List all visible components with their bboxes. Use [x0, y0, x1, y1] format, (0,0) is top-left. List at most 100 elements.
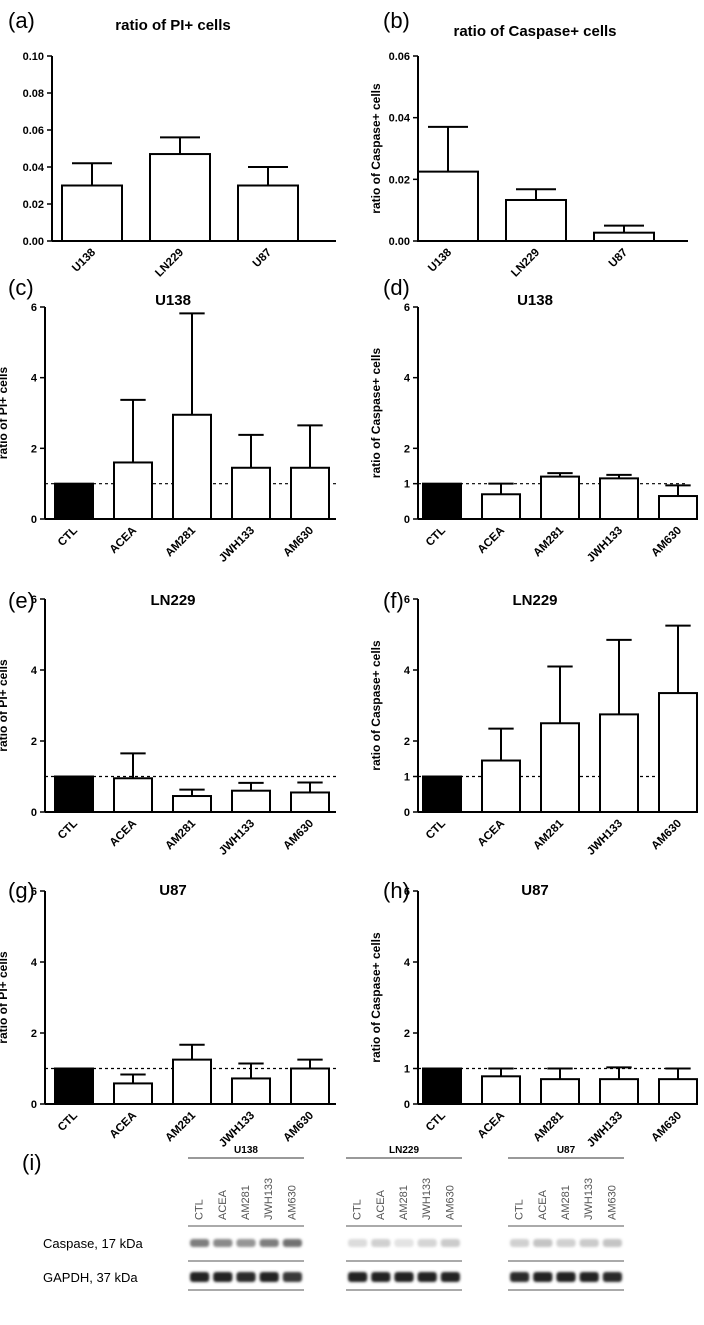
blot-band [602, 1239, 622, 1247]
bar [113, 1082, 153, 1106]
y-tick-label: 0 [31, 514, 37, 526]
y-tick-label: 4 [404, 665, 411, 677]
bar [231, 466, 271, 520]
category-label: U138 [70, 246, 98, 274]
blot-band [259, 1272, 279, 1282]
category-label: ACEA [108, 818, 140, 850]
y-tick-label: 2 [31, 443, 37, 455]
chart-panel-f: (f) LN229 ratio of Caspase+ cells 0 1 2 4 6 CTL A… [369, 588, 698, 858]
bar [149, 153, 211, 242]
blot-group-label: U138 [234, 1145, 258, 1156]
y-tick-label: 0 [404, 514, 410, 526]
category-label: CTL [424, 525, 448, 549]
y-axis-label: ratio of Caspase+ cells [369, 640, 383, 771]
y-tick-label: 2 [31, 1028, 37, 1040]
panel-label: (i) [22, 1150, 42, 1175]
chart-title: U87 [521, 882, 549, 899]
category-label: CTL [424, 818, 448, 842]
bar [172, 795, 212, 814]
blot-row-label: Caspase, 17 kDa [43, 1236, 143, 1251]
bar [422, 482, 462, 520]
bar [593, 231, 655, 243]
blot-lane-label: JWH133 [583, 1178, 595, 1220]
category-label: AM630 [281, 525, 316, 560]
y-tick-label: 0 [404, 1099, 410, 1111]
category-label: U87 [251, 247, 274, 270]
y-axis-label: ratio of Caspase+ cells [369, 932, 383, 1063]
bar [599, 1078, 639, 1106]
category-label: AM281 [163, 1109, 198, 1144]
blot-band [602, 1272, 622, 1282]
blot-lane-label: CTL [514, 1199, 526, 1220]
category-label: JWH133 [217, 1110, 257, 1150]
blot-lane-label: ACEA [537, 1189, 549, 1220]
blot-lane-label: AM630 [606, 1185, 618, 1220]
bar [599, 713, 639, 813]
category-label: CTL [56, 525, 80, 549]
category-label: CTL [56, 1110, 80, 1134]
bar [540, 722, 580, 813]
blot-lane-label: AM630 [444, 1185, 456, 1220]
blot-lane-label: AM281 [560, 1185, 572, 1220]
blot-band [282, 1272, 302, 1282]
blot-lane-label: CTL [194, 1199, 206, 1220]
blot-band [579, 1272, 599, 1282]
bar [505, 198, 567, 243]
y-axis-label: ratio of Caspase+ cells [369, 347, 383, 478]
y-tick-label: 6 [404, 594, 410, 606]
blot-band [556, 1272, 576, 1282]
y-tick-label: 0 [31, 1099, 37, 1111]
y-tick-label: 1 [404, 1064, 410, 1076]
blot-lane-label: JWH133 [421, 1178, 433, 1220]
blot-band [417, 1272, 437, 1282]
blot-band [190, 1239, 210, 1247]
y-axis-label: ratio of PI+ cells [0, 366, 10, 459]
blot-band [348, 1239, 368, 1247]
y-axis-label: ratio of PI+ cells [0, 659, 10, 752]
bar [61, 184, 123, 242]
bar [481, 1075, 521, 1106]
panel-label: (g) [8, 878, 35, 903]
blot-band [417, 1239, 437, 1247]
chart-panel-e: (e) LN229 ratio of PI+ cells 0 2 4 6 CTL ACEA AM2… [0, 588, 336, 858]
category-label: AM281 [531, 524, 566, 559]
y-tick-label: 6 [31, 302, 37, 314]
bar [422, 1067, 462, 1105]
category-label: ACEA [108, 525, 140, 557]
category-label: AM630 [649, 525, 684, 560]
category-label: AM281 [163, 524, 198, 559]
blot-band [533, 1272, 553, 1282]
category-label: AM630 [649, 1110, 684, 1145]
bar [658, 692, 698, 814]
y-tick-label: 2 [404, 443, 410, 455]
blot-band [394, 1239, 414, 1247]
blot-lane-label: ACEA [217, 1189, 229, 1220]
chart-title: ratio of PI+ cells [115, 17, 230, 34]
blot-lane-label: AM281 [398, 1185, 410, 1220]
y-tick-label: 2 [31, 736, 37, 748]
category-label: AM281 [531, 817, 566, 852]
bar [290, 1067, 330, 1105]
y-tick-label: 6 [404, 302, 410, 314]
blot-band [440, 1239, 460, 1247]
category-label: AM630 [281, 1110, 316, 1145]
blot-band [510, 1272, 530, 1282]
bar [172, 1058, 212, 1105]
blot-band [371, 1272, 391, 1282]
blot-band [533, 1239, 553, 1247]
chart-panel-c: (c) U138 ratio of PI+ cells 0 2 4 6 CTL ACEA AM28… [0, 275, 336, 565]
category-label: CTL [56, 818, 80, 842]
category-label: LN229 [509, 247, 542, 280]
y-tick-label: 4 [31, 665, 38, 677]
y-tick-label: 6 [404, 886, 410, 898]
bar [113, 461, 153, 521]
y-axis-label: ratio of PI+ cells [0, 951, 10, 1044]
y-tick-label: 2 [404, 1028, 410, 1040]
bar [54, 775, 94, 813]
blot-band [190, 1272, 210, 1282]
bar [172, 413, 212, 520]
panel-label: (f) [383, 588, 404, 613]
y-tick-label: 4 [404, 373, 411, 385]
y-tick-label: 0 [404, 807, 410, 819]
bar [417, 170, 479, 242]
